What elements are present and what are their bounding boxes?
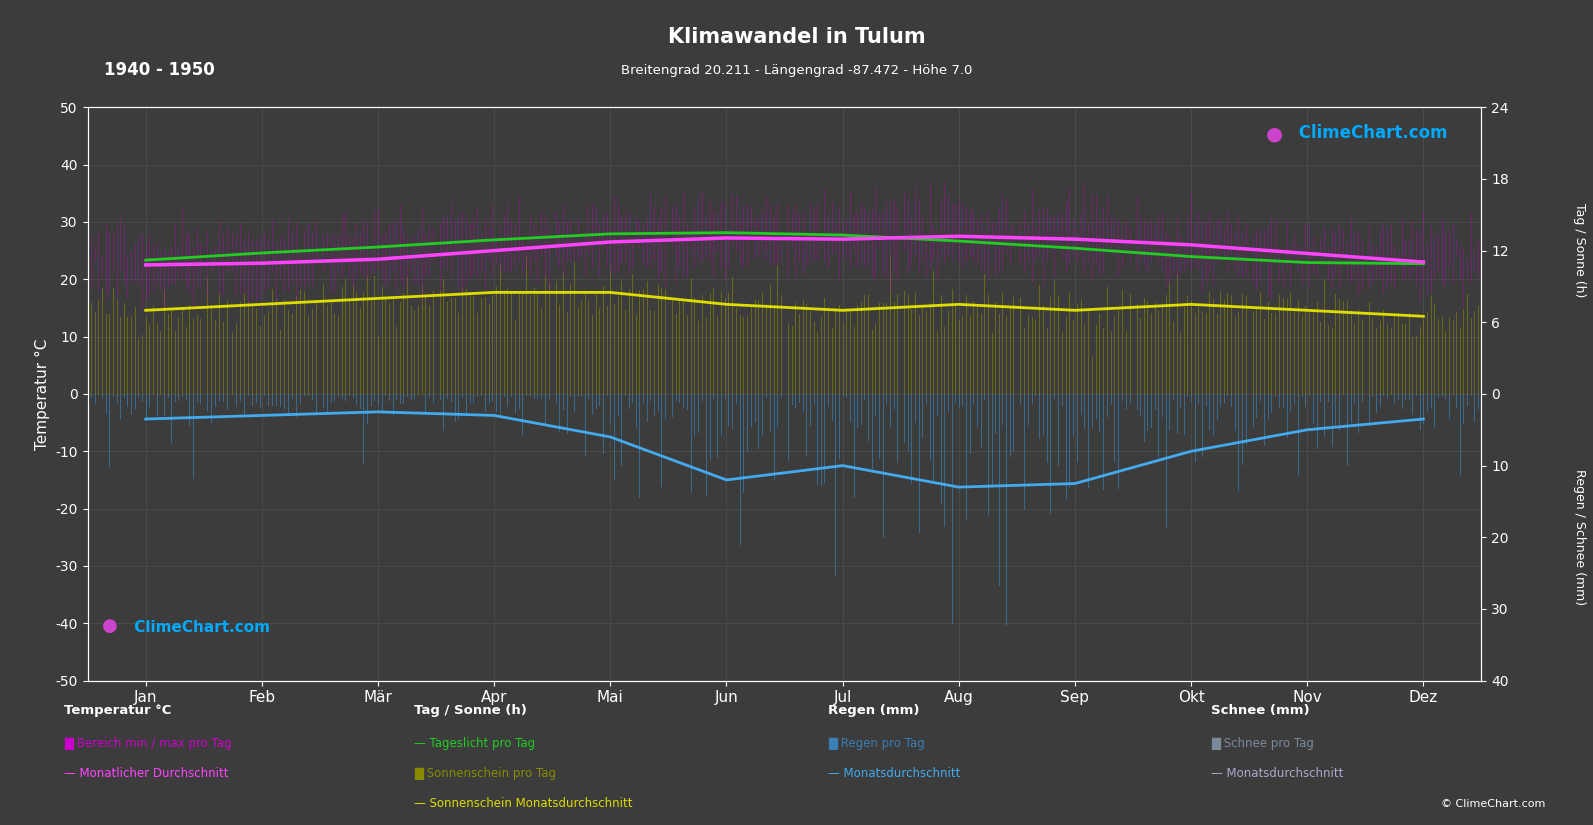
Text: ClimeChart.com: ClimeChart.com xyxy=(129,620,271,634)
Text: Tag / Sonne (h): Tag / Sonne (h) xyxy=(1572,204,1585,298)
Text: Temperatur °C: Temperatur °C xyxy=(64,704,170,717)
Text: — Tageslicht pro Tag: — Tageslicht pro Tag xyxy=(414,737,535,750)
Text: Tag / Sonne (h): Tag / Sonne (h) xyxy=(414,704,527,717)
Text: — Monatlicher Durchschnitt: — Monatlicher Durchschnitt xyxy=(64,767,228,780)
Y-axis label: Temperatur °C: Temperatur °C xyxy=(35,338,49,450)
Text: — Sonnenschein Monatsdurchschnitt: — Sonnenschein Monatsdurchschnitt xyxy=(414,797,632,810)
Text: 1940 - 1950: 1940 - 1950 xyxy=(104,61,215,79)
Text: ClimeChart.com: ClimeChart.com xyxy=(1294,125,1448,143)
Text: █ Schnee pro Tag: █ Schnee pro Tag xyxy=(1211,737,1314,750)
Text: © ClimeChart.com: © ClimeChart.com xyxy=(1440,799,1545,808)
Text: █ Regen pro Tag: █ Regen pro Tag xyxy=(828,737,926,750)
Text: — Monatsdurchschnitt: — Monatsdurchschnitt xyxy=(828,767,961,780)
Text: Regen (mm): Regen (mm) xyxy=(828,704,919,717)
Text: ●: ● xyxy=(102,617,118,634)
Text: Klimawandel in Tulum: Klimawandel in Tulum xyxy=(667,27,926,47)
Text: Breitengrad 20.211 - Längengrad -87.472 - Höhe 7.0: Breitengrad 20.211 - Längengrad -87.472 … xyxy=(621,64,972,77)
Text: Schnee (mm): Schnee (mm) xyxy=(1211,704,1309,717)
Text: — Monatsdurchschnitt: — Monatsdurchschnitt xyxy=(1211,767,1343,780)
Text: Regen / Schnee (mm): Regen / Schnee (mm) xyxy=(1572,469,1585,606)
Text: █ Sonnenschein pro Tag: █ Sonnenschein pro Tag xyxy=(414,767,556,780)
Text: █ Bereich min / max pro Tag: █ Bereich min / max pro Tag xyxy=(64,737,231,750)
Text: ●: ● xyxy=(1265,125,1282,144)
